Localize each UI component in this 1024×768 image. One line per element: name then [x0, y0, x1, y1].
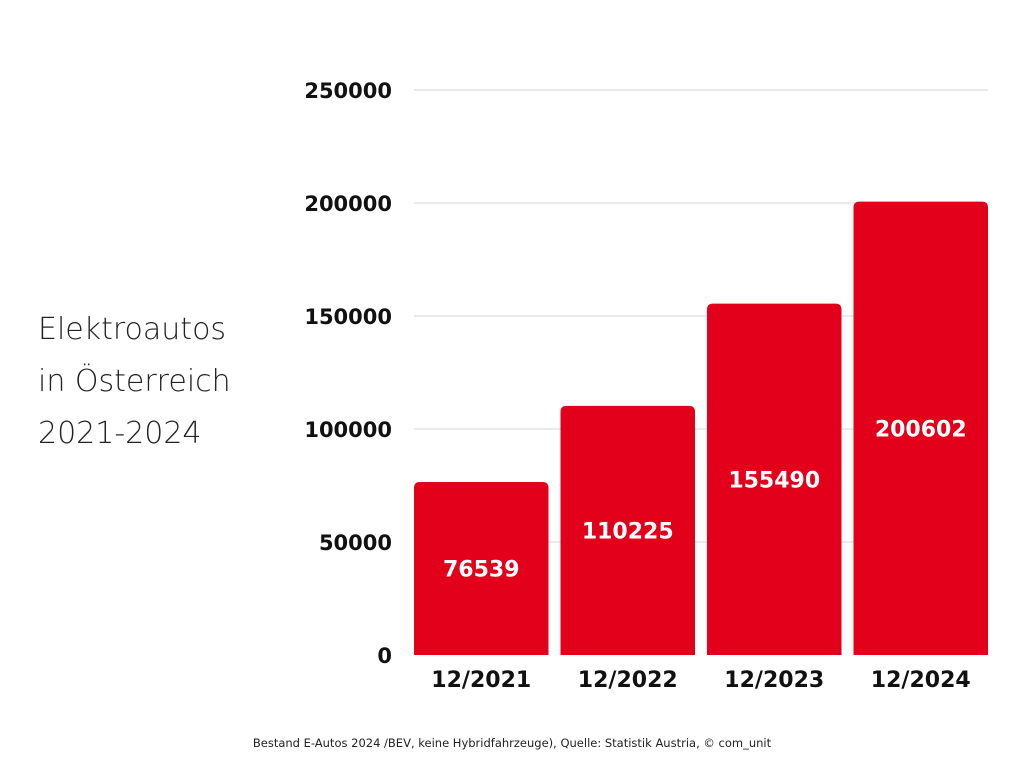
x-tick-label-2: 12/2023	[724, 668, 824, 693]
bar-12-2024	[853, 201, 988, 656]
title-line-1: Elektroautos	[38, 312, 227, 347]
x-tick-label-0: 12/2021	[431, 668, 531, 693]
title-line-3: 2021-2024	[38, 416, 202, 451]
y-tick-label-3: 150000	[304, 305, 392, 329]
y-tick-label-1: 50000	[319, 531, 392, 555]
x-tick-label-1: 12/2022	[578, 668, 678, 693]
y-tick-label-5: 250000	[304, 79, 392, 103]
data-label-3: 200602	[875, 417, 967, 442]
y-tick-label-0: 0	[377, 644, 392, 668]
bar-12-2021	[414, 482, 549, 655]
data-label-1: 110225	[582, 519, 674, 544]
data-label-2: 155490	[728, 468, 820, 493]
bar-12-2023	[707, 303, 842, 655]
data-label-0: 76539	[443, 558, 520, 583]
title-line-2: in Österreich	[38, 364, 231, 399]
bar-12-2022	[560, 405, 695, 655]
chart-title: Elektroautos in Österreich 2021-2024	[38, 304, 231, 460]
y-tick-label-2: 100000	[304, 418, 392, 442]
y-tick-label-4: 200000	[304, 192, 392, 216]
x-tick-label-3: 12/2024	[871, 668, 971, 693]
source-footnote: Bestand E-Autos 2024 /BEV, keine Hybridf…	[252, 736, 772, 750]
